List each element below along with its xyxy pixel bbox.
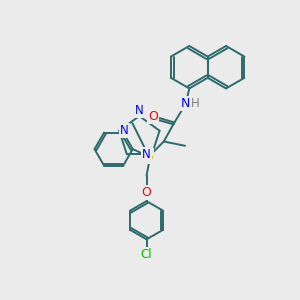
Text: N: N — [120, 124, 129, 137]
Text: N: N — [135, 104, 144, 117]
Text: O: O — [142, 186, 152, 199]
Text: H: H — [191, 97, 200, 110]
Text: S: S — [145, 149, 153, 164]
Text: N: N — [142, 148, 151, 161]
Text: Cl: Cl — [141, 248, 152, 261]
Text: N: N — [180, 97, 190, 110]
Text: O: O — [148, 110, 158, 122]
